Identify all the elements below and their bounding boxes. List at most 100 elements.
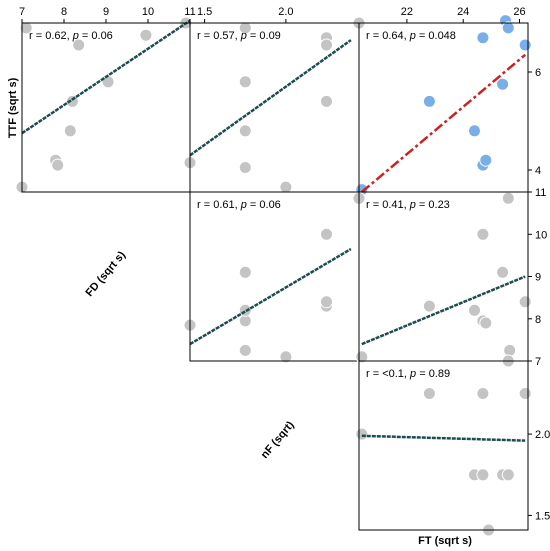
data-point: [518, 387, 532, 400]
data-point: [422, 299, 436, 313]
panel-frame: [189, 22, 360, 193]
x-tick-label: 10: [142, 6, 154, 18]
data-point: [476, 227, 490, 241]
data-point: [238, 21, 252, 35]
stat-p-symbol: p: [409, 368, 416, 380]
ttf-axis-title: TTF (sqrt s): [7, 77, 19, 138]
x-tick-label: 2.0: [278, 6, 293, 18]
data-point: [320, 38, 333, 52]
fd-axis-title: FD (sqrt s): [83, 249, 128, 299]
x-tick-label: 22: [401, 6, 413, 18]
regression-line: [189, 39, 352, 157]
stat-p-text: = 0.09: [247, 30, 281, 42]
panel-fd-ft: r = 0.41, p = 0.23: [355, 191, 532, 364]
x-tick-label: 9: [103, 6, 109, 18]
correlation-stat-label: r = 0.57, p = 0.09: [197, 30, 281, 42]
correlation-stat-label: r = 0.64, p = 0.048: [366, 30, 456, 42]
data-point: [496, 265, 510, 279]
correlation-stat-label: r = 0.62, p = 0.06: [29, 30, 113, 42]
data-point: [279, 180, 293, 194]
x-tick-label: 11: [184, 6, 195, 18]
y-tick-label: 11: [535, 187, 546, 199]
data-point: [238, 265, 252, 279]
data-point: [422, 94, 436, 108]
x-tick-label: 1.5: [197, 6, 212, 18]
stat-p-symbol: p: [409, 30, 416, 42]
panel-ttf-nf: r = 0.57, p = 0.09: [183, 16, 366, 194]
stat-r-text: r = 0.62,: [29, 30, 73, 42]
stat-r-text: r = <0.1,: [366, 368, 410, 380]
data-point: [476, 387, 490, 400]
correlation-stat-label: r = 0.61, p = 0.06: [197, 199, 281, 211]
panel-frame: [21, 22, 191, 193]
stat-p-text: = 0.23: [416, 199, 450, 211]
data-point: [501, 21, 515, 35]
data-point: [501, 191, 515, 205]
data-point: [238, 124, 252, 138]
regression-line: [361, 275, 526, 346]
regression-line: [361, 434, 526, 442]
stat-r-text: r = 0.61,: [197, 199, 241, 211]
data-point: [320, 227, 333, 241]
regression-line: [21, 19, 191, 135]
panel-ttf-ft: r = 0.64, p = 0.048: [355, 14, 532, 197]
data-point: [19, 21, 33, 35]
stat-r-text: r = 0.64,: [366, 30, 410, 42]
y-tick-label: 8: [535, 314, 541, 326]
data-point: [320, 295, 333, 309]
data-point: [468, 124, 481, 138]
y-tick-label: 10: [535, 229, 547, 241]
stat-p-symbol: p: [240, 30, 247, 42]
y-tick-label: 9: [535, 272, 541, 284]
stat-r-text: r = 0.41,: [366, 199, 410, 211]
data-point: [422, 387, 436, 400]
data-point: [468, 303, 481, 317]
data-point: [479, 153, 493, 167]
data-point: [476, 468, 490, 482]
data-point: [238, 161, 252, 174]
data-point: [51, 158, 65, 172]
data-point: [476, 31, 490, 45]
stat-p-symbol: p: [72, 30, 79, 42]
stat-p-text: = 0.048: [416, 30, 456, 42]
y-tick-label: 6: [535, 67, 541, 79]
regression-line: [360, 53, 527, 193]
data-point: [503, 343, 517, 357]
panel-fd-nf: r = 0.61, p = 0.06: [183, 191, 366, 364]
y-tick-label: 2.0: [535, 429, 550, 441]
panel-nf-ft: r = <0.1, p = 0.89: [355, 354, 532, 537]
stat-p-symbol: p: [240, 199, 247, 211]
x-tick-label: 7: [19, 6, 25, 18]
panel-frame: [189, 191, 360, 362]
x-tick-label: 26: [513, 6, 525, 18]
data-point: [238, 343, 252, 357]
y-tick-label: 1.5: [535, 510, 550, 522]
stat-p-symbol: p: [409, 199, 416, 211]
data-point: [355, 427, 369, 441]
data-point: [479, 316, 493, 330]
correlation-stat-label: r = 0.41, p = 0.23: [366, 199, 450, 211]
panel-frame: [358, 22, 529, 193]
x-tick-label: 24: [457, 6, 469, 18]
data-point: [63, 124, 77, 138]
x-tick-label: 8: [61, 6, 67, 18]
data-point: [518, 38, 532, 52]
y-tick-label: 4: [535, 165, 541, 177]
stat-p-text: = 0.06: [247, 199, 281, 211]
y-tick-label: 7: [535, 356, 541, 368]
panel-ttf-fd: r = 0.62, p = 0.06: [15, 16, 193, 194]
data-point: [279, 350, 293, 364]
data-point: [496, 77, 510, 91]
data-point: [72, 38, 86, 52]
data-point: [320, 94, 333, 108]
data-point: [501, 468, 515, 482]
stat-r-text: r = 0.57,: [197, 30, 241, 42]
ft-axis-title: FT (sqrt s): [418, 535, 472, 547]
nf-axis-title: nF (sqrt): [259, 419, 297, 461]
panels-layer: r = 0.62, p = 0.06 r = 0.57, p = 0.09 r = …: [15, 14, 532, 537]
data-point: [238, 75, 252, 89]
panel-frame: [358, 360, 529, 531]
correlation-stat-label: r = <0.1, p = 0.89: [366, 368, 450, 380]
